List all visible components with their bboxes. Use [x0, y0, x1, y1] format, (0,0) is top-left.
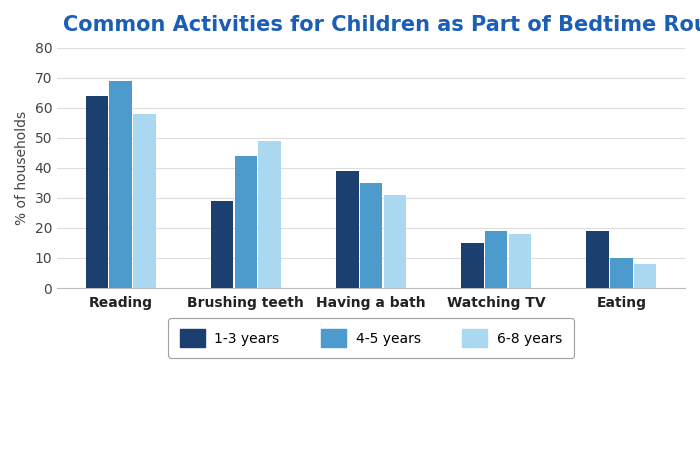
Bar [634, 264, 657, 288]
Bar [509, 234, 531, 288]
Bar [234, 156, 257, 288]
Y-axis label: % of households: % of households [15, 111, 29, 225]
Bar [109, 81, 132, 288]
Bar [461, 243, 484, 288]
Bar [211, 201, 233, 288]
Bar [485, 231, 508, 288]
Bar [610, 258, 633, 288]
Legend: 1-3 years, 4-5 years, 6-8 years: 1-3 years, 4-5 years, 6-8 years [169, 318, 573, 358]
Bar [360, 183, 382, 288]
Text: Common Activities for Children as Part of Bedtime Routine: Common Activities for Children as Part o… [63, 15, 700, 35]
Bar [133, 114, 155, 288]
Bar [258, 141, 281, 288]
Bar [336, 171, 358, 288]
Bar [85, 96, 108, 288]
Bar [384, 195, 406, 288]
Bar [587, 231, 609, 288]
